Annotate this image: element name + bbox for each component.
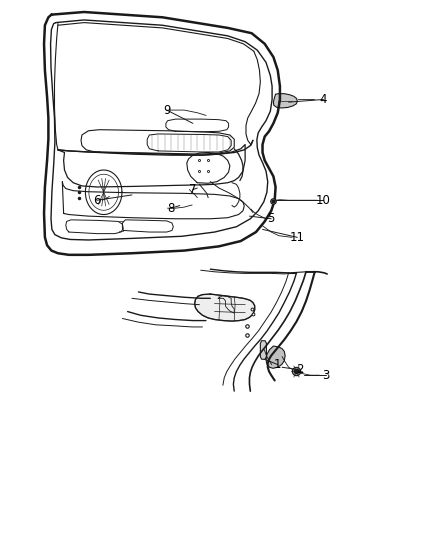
- Polygon shape: [194, 294, 254, 321]
- Text: 1: 1: [274, 358, 282, 371]
- Text: 5: 5: [268, 212, 275, 225]
- Text: 6: 6: [93, 193, 101, 207]
- Text: 7: 7: [189, 183, 197, 196]
- Polygon shape: [273, 94, 297, 108]
- Polygon shape: [266, 346, 285, 368]
- Text: 2: 2: [296, 364, 303, 376]
- Text: 4: 4: [320, 93, 327, 106]
- Polygon shape: [260, 341, 266, 359]
- Text: 9: 9: [163, 103, 170, 117]
- Text: 8: 8: [167, 201, 175, 215]
- Text: 3: 3: [322, 369, 329, 382]
- Text: 10: 10: [316, 193, 331, 207]
- Text: 11: 11: [290, 231, 305, 244]
